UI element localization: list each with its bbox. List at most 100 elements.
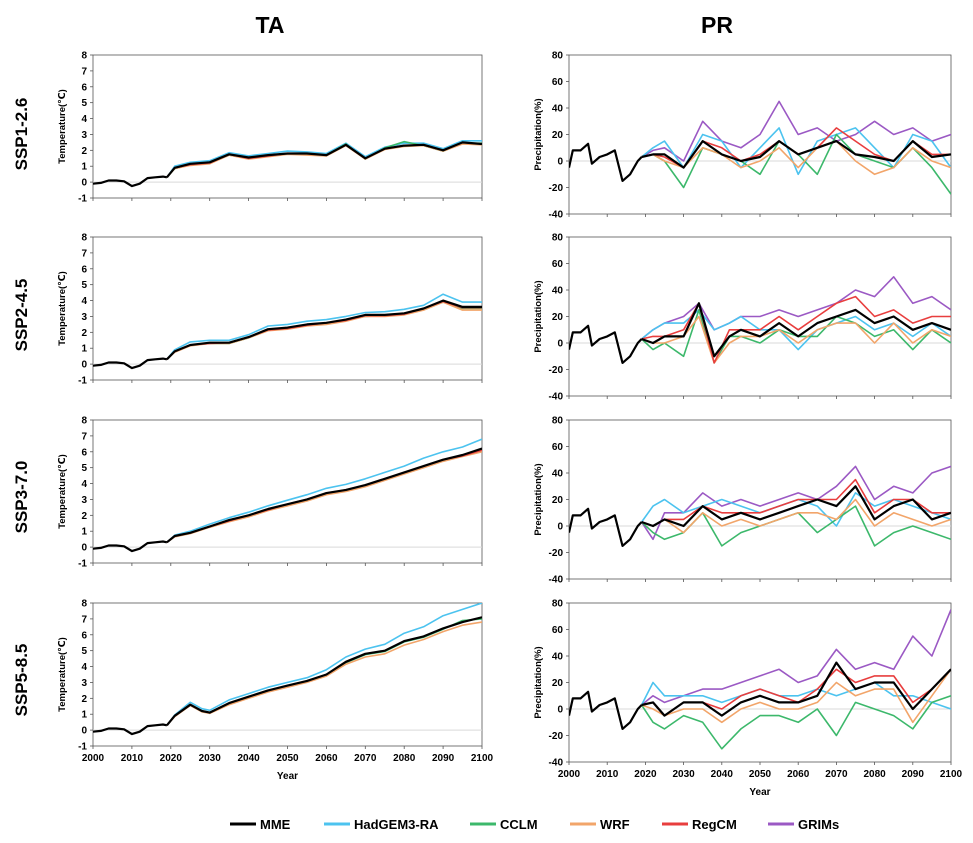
x-tick-label: 2090 xyxy=(432,753,455,764)
x-tick-label: 2020 xyxy=(634,769,657,780)
y-tick-label: 4 xyxy=(81,479,87,490)
series-line-wrf xyxy=(641,668,951,724)
x-tick-label: 2050 xyxy=(749,769,772,780)
plot-frame xyxy=(92,419,483,564)
y-tick-label: 1 xyxy=(81,710,87,721)
x-tick-label: 2070 xyxy=(825,769,848,780)
x-tick-label: 2040 xyxy=(237,753,260,764)
y-tick-label: 60 xyxy=(552,77,564,88)
series-line-historical-mme xyxy=(569,690,643,731)
series-line-mme xyxy=(166,141,482,178)
y-tick-label: 0 xyxy=(557,705,563,716)
x-tick-label: 2080 xyxy=(393,753,416,764)
x-tick-label: 2030 xyxy=(199,753,222,764)
y-tick-label: 80 xyxy=(552,233,564,244)
series-line-historical-mme xyxy=(569,324,643,364)
x-axis-label: Year xyxy=(277,771,298,782)
plot-frame xyxy=(92,602,483,747)
series-line-grims xyxy=(641,275,951,340)
series-line-mme xyxy=(641,140,951,169)
y-tick-label: 5 xyxy=(81,463,87,474)
y-tick-label: 80 xyxy=(552,416,564,427)
y-tick-label: 8 xyxy=(81,416,87,427)
x-tick-label: 2060 xyxy=(787,769,810,780)
series-line-regcm xyxy=(641,478,951,527)
y-tick-label: 0 xyxy=(81,726,87,737)
y-tick-label: 20 xyxy=(552,130,564,141)
y-tick-label: 2 xyxy=(81,694,87,705)
x-tick-label: 2010 xyxy=(596,769,619,780)
series-line-wrf xyxy=(641,498,951,534)
chart-ta-ssp5-8-5: -1 0 1 2 3 4 5 6 7 8 2000 2010 2020 2030 2040 2050 2060 2… xyxy=(57,599,494,783)
y-tick-label: -20 xyxy=(549,731,564,742)
y-tick-label: 40 xyxy=(552,469,564,480)
x-tick-label: 2000 xyxy=(558,769,581,780)
x-tick-label: 2080 xyxy=(863,769,886,780)
chart-pr-ssp3-7-0: -40 -20 0 20 40 60 80 Precipitation(%) xyxy=(533,416,952,586)
y-tick-label: 2 xyxy=(81,511,87,522)
chart-ta-ssp1-2-6: -1 0 1 2 3 4 5 6 7 8 Temperature(℃) xyxy=(57,51,483,205)
row-label-ssp3-70: SSP3-7.0 xyxy=(12,461,31,534)
chart-ta-ssp3-7-0: -1 0 1 2 3 4 5 6 7 8 Temperature(℃) xyxy=(57,416,483,570)
y-tick-label: 3 xyxy=(81,312,87,323)
y-tick-label: 3 xyxy=(81,678,87,689)
y-tick-label: 80 xyxy=(552,599,564,610)
y-axis-label: Precipitation(%) xyxy=(533,280,544,352)
y-tick-label: 0 xyxy=(81,360,87,371)
y-tick-label: 7 xyxy=(81,66,87,77)
legend-label-mme: MME xyxy=(260,817,291,832)
y-tick-label: -40 xyxy=(549,210,564,221)
x-tick-label: 2010 xyxy=(121,753,144,764)
legend: MME HadGEM3-RA CCLM WRF RegCM GRIMs xyxy=(230,817,839,832)
x-axis-label: Year xyxy=(749,787,770,798)
y-tick-label: 4 xyxy=(81,662,87,673)
y-tick-label: 5 xyxy=(81,280,87,291)
y-tick-label: 1 xyxy=(81,162,87,173)
chart-panels: -1012345678Temperature(℃)-40-20020406080… xyxy=(57,51,963,799)
y-tick-label: 2 xyxy=(81,146,87,157)
y-tick-label: 40 xyxy=(552,104,564,115)
plot-frame xyxy=(568,419,952,580)
x-tick-label: 2060 xyxy=(315,753,338,764)
y-tick-label: 20 xyxy=(552,495,564,506)
y-tick-label: 60 xyxy=(552,442,564,453)
y-axis-label: Precipitation(%) xyxy=(533,463,544,535)
y-tick-label: 8 xyxy=(81,599,87,610)
y-tick-label: 4 xyxy=(81,114,87,125)
y-tick-label: 20 xyxy=(552,312,564,323)
y-tick-label: -20 xyxy=(549,365,564,376)
y-tick-label: 0 xyxy=(81,178,87,189)
y-tick-label: 0 xyxy=(557,339,563,350)
y-tick-label: 7 xyxy=(81,614,87,625)
y-tick-label: 1 xyxy=(81,527,87,538)
series-line-grims xyxy=(641,609,951,706)
series-line-historical-mme xyxy=(93,540,168,553)
row-label-ssp2-45: SSP2-4.5 xyxy=(12,279,31,352)
y-tick-label: -1 xyxy=(78,559,87,570)
legend-label-hadgem3-ra: HadGEM3-RA xyxy=(354,817,439,832)
series-line-grims xyxy=(641,100,951,162)
series-line-grims xyxy=(640,465,951,541)
y-tick-label: 80 xyxy=(552,51,564,62)
y-tick-label: -40 xyxy=(549,392,564,403)
y-tick-label: 8 xyxy=(81,51,87,62)
x-tick-label: 2040 xyxy=(711,769,734,780)
y-tick-label: 6 xyxy=(81,630,87,641)
series-line-hadgem3-ra xyxy=(166,438,482,543)
legend-label-cclm: CCLM xyxy=(500,817,538,832)
series-lines xyxy=(569,465,951,548)
row-label-ssp1-26: SSP1-2.6 xyxy=(12,98,31,171)
series-lines xyxy=(93,603,482,736)
x-tick-label: 2070 xyxy=(354,753,377,764)
series-lines xyxy=(569,275,951,364)
y-tick-label: -20 xyxy=(549,183,564,194)
y-tick-label: 20 xyxy=(552,678,564,689)
x-tick-label: 2050 xyxy=(276,753,299,764)
legend-label-regcm: RegCM xyxy=(692,817,737,832)
row-label-ssp5-85: SSP5-8.5 xyxy=(12,644,31,717)
x-tick-label: 2100 xyxy=(471,753,494,764)
y-tick-label: 60 xyxy=(552,625,564,636)
y-tick-label: 60 xyxy=(552,259,564,270)
series-line-historical-mme xyxy=(93,723,168,736)
y-tick-label: 5 xyxy=(81,98,87,109)
